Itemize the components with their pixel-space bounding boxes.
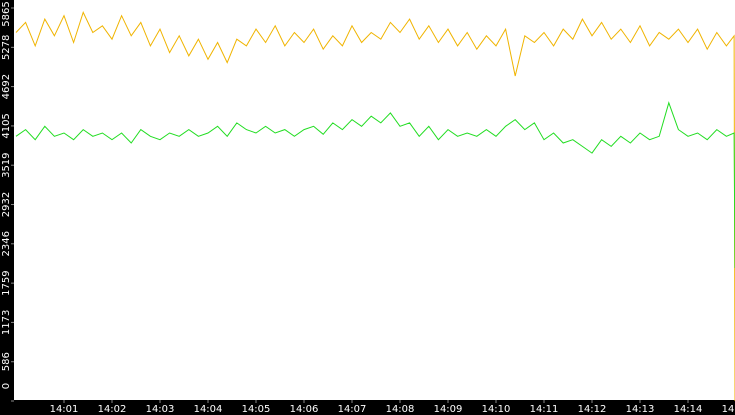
y-tick-label: 586 <box>1 352 12 371</box>
x-tick-label: 14:03 <box>146 404 175 415</box>
y-tick-label: 5278 <box>1 35 12 60</box>
x-tick-label: 14:01 <box>50 404 79 415</box>
x-tick-label: 14:10 <box>482 404 511 415</box>
y-tick-label: 1173 <box>1 310 12 335</box>
y-tick-label: 1759 <box>1 270 12 295</box>
y-tick-label: 0 <box>1 383 12 389</box>
x-tick-label: 14:14 <box>674 404 703 415</box>
plot <box>15 11 735 401</box>
plot-area <box>14 0 735 400</box>
x-tick-label: 14:04 <box>194 404 223 415</box>
y-tick-label: 4105 <box>1 113 12 138</box>
x-tick-label: 14:12 <box>578 404 607 415</box>
x-tick-label: 14:08 <box>386 404 415 415</box>
x-tick-label: 14:09 <box>434 404 463 415</box>
y-tick-label: 2932 <box>1 192 12 217</box>
series-line <box>15 101 735 269</box>
x-tick-label: 14:07 <box>338 404 367 415</box>
y-tick-label: 4692 <box>1 74 12 99</box>
x-tick-label: 14:15 <box>722 404 735 415</box>
x-tick-label: 14:05 <box>242 404 271 415</box>
y-tick-label: 3519 <box>1 152 12 177</box>
y-tick-label: 5865 <box>1 1 12 26</box>
x-tick-label: 14:13 <box>626 404 655 415</box>
x-tick-label: 14:02 <box>98 404 127 415</box>
series-line <box>15 11 735 401</box>
y-tick-label: 2346 <box>1 231 12 256</box>
x-tick-label: 14:11 <box>530 404 559 415</box>
x-tick-label: 14:06 <box>290 404 319 415</box>
